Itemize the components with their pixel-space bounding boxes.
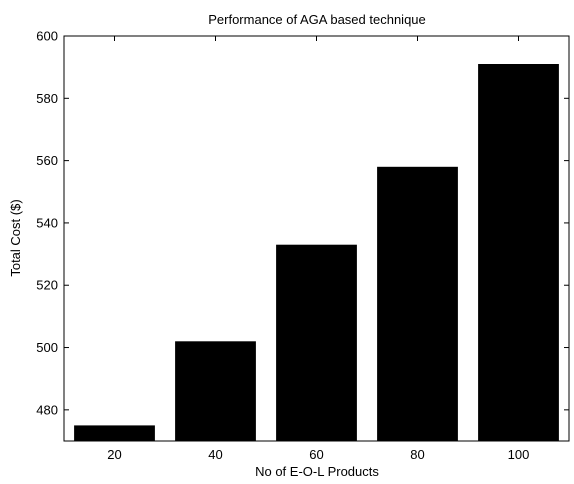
- x-tick-label-100: 100: [508, 447, 530, 462]
- bar-100: [478, 64, 559, 441]
- x-tick-label-80: 80: [410, 447, 424, 462]
- bar-20: [74, 425, 155, 441]
- y-axis-label: Total Cost ($): [8, 199, 23, 276]
- x-tick-label-40: 40: [208, 447, 222, 462]
- bar-60: [276, 244, 357, 441]
- bars-group: [74, 64, 559, 442]
- bar-80: [377, 166, 458, 442]
- x-axis-ticks: 20 40 60 80 100: [107, 36, 529, 462]
- y-tick-label-540: 540: [36, 215, 58, 230]
- x-tick-label-60: 60: [309, 447, 323, 462]
- x-axis-label: No of E-O-L Products: [255, 464, 379, 479]
- chart-title: Performance of AGA based technique: [208, 12, 426, 27]
- bar-40: [175, 341, 256, 441]
- y-tick-label-500: 500: [36, 340, 58, 355]
- y-tick-label-560: 560: [36, 153, 58, 168]
- y-axis-ticks: 480 500 520 540 560 580 600: [36, 29, 569, 417]
- y-tick-label-580: 580: [36, 91, 58, 106]
- y-tick-label-480: 480: [36, 402, 58, 417]
- y-tick-label-600: 600: [36, 29, 58, 44]
- y-tick-label-520: 520: [36, 278, 58, 293]
- x-tick-label-20: 20: [107, 447, 121, 462]
